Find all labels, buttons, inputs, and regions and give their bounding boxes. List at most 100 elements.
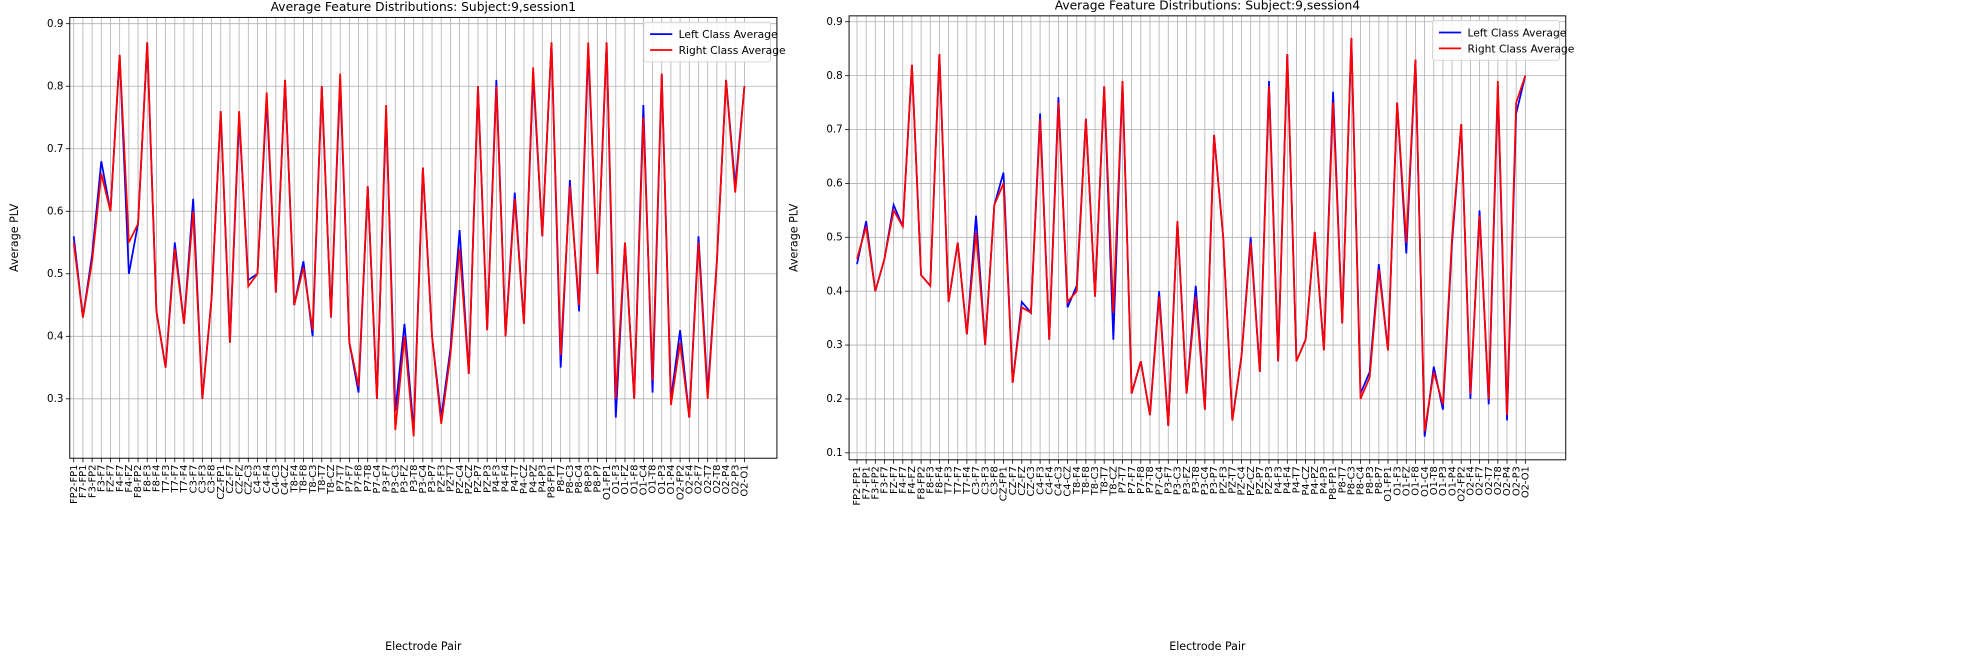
x-tick-label: O1-T8: [1429, 466, 1440, 495]
x-tick-label: O1-C4: [639, 465, 650, 496]
x-tick-label: P4-F3: [492, 465, 503, 493]
x-tick-label: P4-T7: [1292, 466, 1303, 493]
x-tick-label: P8-C3: [565, 465, 576, 494]
x-tick-label: P3-T8: [409, 465, 420, 492]
line-series: [856, 37, 1527, 432]
x-tick-label: FP2-FP1: [69, 465, 80, 504]
x-tick-label: F3-FP2: [87, 465, 98, 499]
x-tick-label: P8-T7: [556, 465, 567, 492]
y-tick-label: 0.6: [47, 205, 63, 217]
x-tick-label: PZ-T7: [446, 465, 457, 493]
x-tick-label: F4-F7: [115, 465, 126, 493]
x-tick-label: O2-T7: [1484, 466, 1495, 495]
x-axis-label: Electrode Pair: [1169, 640, 1246, 653]
x-tick-label: C4-C3: [271, 465, 282, 495]
x-tick-label: P7-F8: [354, 465, 365, 493]
x-tick-label: O2-P4: [1502, 466, 1513, 496]
x-tick-label: PZ-C4: [455, 465, 466, 494]
x-tick-label: CZ-FP1: [216, 465, 227, 500]
x-tick-label: P3-C4: [418, 465, 429, 494]
x-tick-label: T8-CZ: [326, 464, 337, 495]
legend-box: [1432, 20, 1560, 61]
x-tick-label: T7-F4: [962, 466, 973, 495]
axes-frame: [848, 15, 1567, 461]
y-tick-label: 0.9: [826, 16, 842, 28]
legend-label: Left Class Average: [679, 28, 778, 41]
x-tick-label: O1-T8: [648, 465, 659, 494]
x-tick-label: T8-T7: [317, 465, 328, 493]
x-tick-label: P3-FZ: [1182, 466, 1193, 495]
x-tick-label: F8-FP2: [133, 465, 144, 499]
x-tick-label: T8-F4: [289, 465, 300, 494]
legend: Left Class Average Right Class Average: [643, 21, 786, 63]
x-tick-label: PZ-CZ: [1246, 466, 1257, 496]
x-tick-label: P3-P7: [427, 465, 438, 493]
x-tick-label: P4-CZ: [519, 464, 530, 494]
x-axis-label: Electrode Pair: [385, 640, 462, 653]
legend-label: Left Class Average: [1467, 26, 1566, 39]
x-tick-label: F4-F7: [898, 466, 909, 494]
x-tick-label: PZ-CZ: [464, 464, 475, 494]
x-tick-label: P8-P7: [1374, 466, 1385, 494]
x-tick-label: O2-P4: [721, 465, 732, 495]
x-tick-label: CZ-FZ: [1017, 466, 1028, 496]
x-tick-label: O2-FP2: [1456, 466, 1467, 502]
x-tick-label: T7-F7: [953, 466, 964, 495]
x-tick-label: P3-T8: [1191, 466, 1202, 493]
x-tick-label: P7-T8: [363, 465, 374, 492]
x-tick-label: C3-F8: [207, 465, 218, 494]
x-tick-label: P4-F4: [501, 465, 512, 493]
x-tick-label: T7-F3: [944, 466, 955, 495]
x-tick-label: F3-F7: [96, 465, 107, 493]
x-tick-label: C3-F7: [188, 465, 199, 494]
x-tick-label: FP2-FP1: [852, 466, 863, 505]
x-tick-label: P4-PZ: [528, 464, 539, 493]
x-tick-label: P7-T8: [1145, 466, 1156, 493]
y-tick-label: 0.7: [47, 143, 63, 155]
x-tick-label: PZ-F3: [436, 465, 447, 493]
x-tick-label: CZ-C3: [243, 465, 254, 495]
legend-label: Right Class Average: [679, 44, 786, 57]
x-tick-label: O2-O1: [740, 465, 751, 497]
x-tick-label: CZ-FZ: [234, 464, 245, 494]
x-tick-label: F7-FP1: [861, 466, 872, 500]
y-tick-label: 0.3: [826, 339, 842, 351]
x-tick-label: O2-P3: [730, 465, 741, 495]
x-tick-label: O1-F8: [629, 465, 640, 495]
x-tick-label: P3-FZ: [400, 464, 411, 493]
x-tick-label: C3-F8: [989, 466, 1000, 495]
y-tick-label: 0.2: [826, 393, 842, 405]
x-tick-label: P8-P3: [583, 465, 594, 493]
x-tick-label: O1-FP1: [602, 465, 613, 501]
x-tick-label: FZ-F7: [889, 466, 900, 494]
x-tick-label: O1-P3: [1438, 466, 1449, 496]
x-tick-label: P4-CZ: [1301, 466, 1312, 496]
y-axis-label: Average PLV: [788, 203, 801, 272]
x-tick-label: PZ-F3: [1218, 466, 1229, 494]
line-series: [72, 42, 746, 437]
axes-frame: [69, 16, 778, 459]
x-tick-label: C4-F4: [262, 465, 273, 494]
x-tick-label: P7-C4: [1154, 466, 1165, 495]
x-tick-label: T8-C3: [1090, 466, 1101, 496]
x-tick-label: P8-C4: [1356, 466, 1367, 495]
x-tick-label: O2-FP2: [675, 465, 686, 501]
x-tick-label: C4-CZ: [280, 464, 291, 495]
x-tick-label: P3-F7: [1163, 466, 1174, 494]
x-tick-label: P3-P7: [1209, 466, 1220, 494]
x-tick-label: FZ-F7: [106, 465, 117, 493]
legend-box: [643, 21, 771, 63]
x-tick-label: T8-F4: [1072, 466, 1083, 495]
x-tick-label: C4-C3: [1054, 466, 1065, 496]
x-tick-label: F4-FZ: [124, 464, 135, 492]
x-tick-label: O2-F7: [1475, 466, 1486, 496]
x-tick-label: CZ-FP1: [999, 466, 1010, 501]
x-tick-label: P7-T7: [1118, 466, 1129, 493]
x-tick-label: P8-FP1: [1328, 466, 1339, 500]
x-tick-label: C4-F3: [253, 465, 264, 494]
x-tick-label: F4-FZ: [907, 466, 918, 494]
y-axis-label: Average PLV: [8, 203, 21, 272]
x-tick-label: F7-FP1: [78, 465, 89, 499]
chart-title: Average Feature Distributions: Subject:9…: [271, 0, 576, 14]
